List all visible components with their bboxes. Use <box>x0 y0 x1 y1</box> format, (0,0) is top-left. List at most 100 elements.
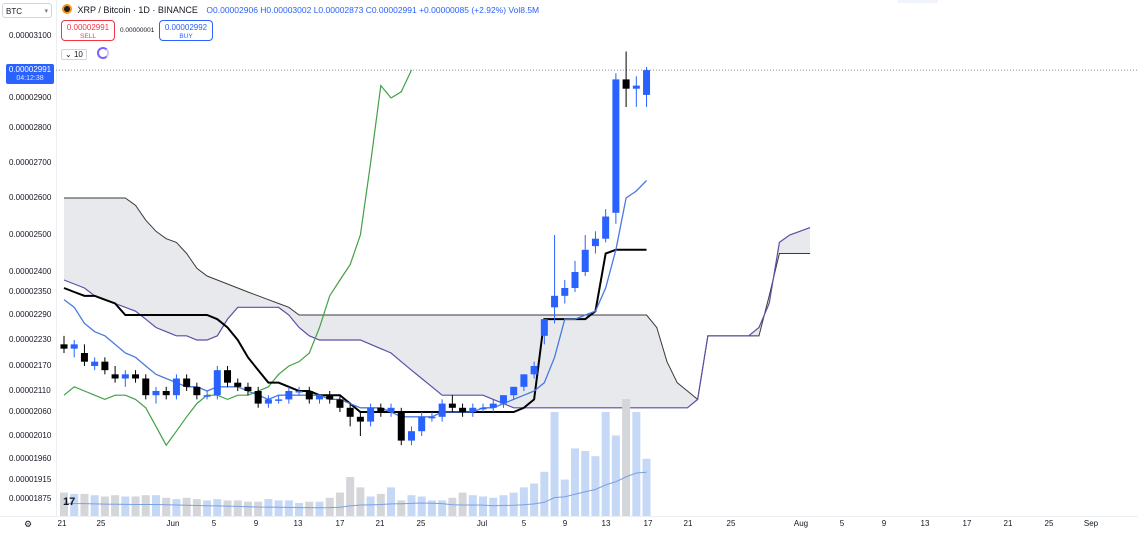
symbol-text: BTC <box>6 7 22 16</box>
sell-button[interactable]: 0.00002991 SELL <box>61 20 115 41</box>
time-tick-label: 25 <box>726 519 736 528</box>
symbol-selector[interactable]: BTC ▾ <box>2 3 52 18</box>
collapse-chevron-icon[interactable]: ⌄ 10 <box>61 49 87 60</box>
volume-bar <box>560 479 569 516</box>
candle-body <box>581 249 589 272</box>
xrp-btc-logo-icon <box>62 4 72 14</box>
candle-body <box>602 216 610 239</box>
time-tick-label: 9 <box>881 519 887 528</box>
volume-bar <box>438 500 447 516</box>
candle-body <box>459 407 467 412</box>
time-tick-label: 17 <box>335 519 345 528</box>
symbol-title: XRP / Bitcoin · 1D · BINANCE <box>77 5 198 15</box>
volume-bar <box>346 477 355 516</box>
time-tick-label: 9 <box>562 519 568 528</box>
time-tick-label: 25 <box>1044 519 1054 528</box>
top-right-marker <box>898 0 938 3</box>
volume-bar <box>162 497 171 516</box>
kijun-sen-line <box>63 248 647 413</box>
price-tick-label: 0.00002350 <box>9 287 52 296</box>
volume-bar <box>305 501 314 516</box>
candle-body <box>387 407 395 412</box>
price-tick-label: 0.00002600 <box>9 193 52 202</box>
ohlc-values: O0.00002906 H0.00003002 L0.00002873 C0.0… <box>206 5 540 15</box>
volume-bar <box>489 497 498 516</box>
time-tick-label: 5 <box>839 519 845 528</box>
candle-body <box>224 370 232 383</box>
price-tick-label: 0.00002060 <box>9 407 52 416</box>
candle-body <box>377 407 385 412</box>
volume-bar <box>100 496 109 516</box>
buy-button[interactable]: 0.00002992 BUY <box>159 20 213 41</box>
volume-bar <box>479 496 488 516</box>
time-tick-label: 13 <box>293 519 303 528</box>
volume-ma-line <box>63 471 647 509</box>
candle-body <box>285 391 293 400</box>
volume-bar <box>581 451 590 516</box>
volume-bar <box>213 499 222 516</box>
candle-body <box>244 386 252 391</box>
volume-bar <box>203 500 212 516</box>
time-tick-label: 21 <box>57 519 67 528</box>
candle-body <box>520 374 528 387</box>
sell-label: SELL <box>80 33 96 40</box>
volume-bar <box>295 503 304 516</box>
volume-bar <box>151 495 160 516</box>
time-tick-label: Jun <box>166 519 180 528</box>
volume-bar <box>192 499 201 516</box>
volume-bar <box>131 496 140 516</box>
price-tick-label: 0.00002400 <box>9 267 52 276</box>
volume-bar <box>111 495 120 516</box>
volume-bar <box>141 495 150 516</box>
candle-body <box>152 391 160 396</box>
time-tick-label: Jul <box>476 519 488 528</box>
volume-bar <box>601 412 610 516</box>
candle-body <box>295 391 303 393</box>
price-tick-label: 0.00001875 <box>9 494 52 503</box>
indicator-row: ⌄ 10 <box>61 47 110 60</box>
volume-bar <box>284 500 293 516</box>
candle-body <box>407 431 415 441</box>
bar-countdown: 04:12:38 <box>16 75 44 82</box>
candle-body <box>438 403 446 417</box>
tradingview-logo-icon[interactable]: 17 <box>63 496 76 508</box>
volume-bar <box>233 500 242 516</box>
candle-body <box>499 395 507 404</box>
time-tick-label: 17 <box>643 519 653 528</box>
price-tick-label: 0.00002110 <box>9 386 51 395</box>
time-tick-label: 17 <box>962 519 972 528</box>
volume-bar <box>172 499 181 516</box>
candle-body <box>254 391 262 404</box>
time-axis[interactable] <box>0 516 1138 533</box>
last-price-value: 0.00002991 <box>8 65 52 74</box>
price-tick-label: 0.00001915 <box>9 475 52 484</box>
chart-header: XRP / Bitcoin · 1D · BINANCE O0.00002906… <box>62 4 539 15</box>
time-tick-label: 21 <box>683 519 693 528</box>
volume-bar <box>335 492 344 516</box>
candle-body <box>479 407 487 410</box>
candle-body <box>356 416 364 422</box>
chart-canvas[interactable] <box>56 0 1138 516</box>
candle-body <box>643 70 651 95</box>
candle-body <box>234 382 242 387</box>
candle-body <box>213 370 221 396</box>
candle-body <box>70 344 78 349</box>
settings-gear-icon[interactable]: ⚙ <box>24 519 33 529</box>
volume-bar <box>540 471 549 516</box>
volume-bar <box>387 487 396 516</box>
candle-body <box>60 344 68 349</box>
candle-body <box>203 395 211 397</box>
last-price-tag: 0.00002991 04:12:38 <box>6 64 54 84</box>
price-tick-label: 0.00002900 <box>9 93 52 102</box>
candle-body <box>346 407 354 417</box>
price-axis[interactable]: BTC ▾ 0.00003100 0.00002900 0.00002800 0.00… <box>0 0 57 532</box>
volume-bar <box>448 497 457 516</box>
time-tick-label: 25 <box>416 519 426 528</box>
volume-bar <box>366 496 375 516</box>
price-tick-label: 0.00002010 <box>9 431 52 440</box>
candle-body <box>275 399 283 401</box>
candle-body <box>101 361 109 371</box>
time-tick-label: Aug <box>793 519 809 528</box>
time-tick-label: 9 <box>253 519 259 528</box>
volume-bar <box>397 500 406 516</box>
